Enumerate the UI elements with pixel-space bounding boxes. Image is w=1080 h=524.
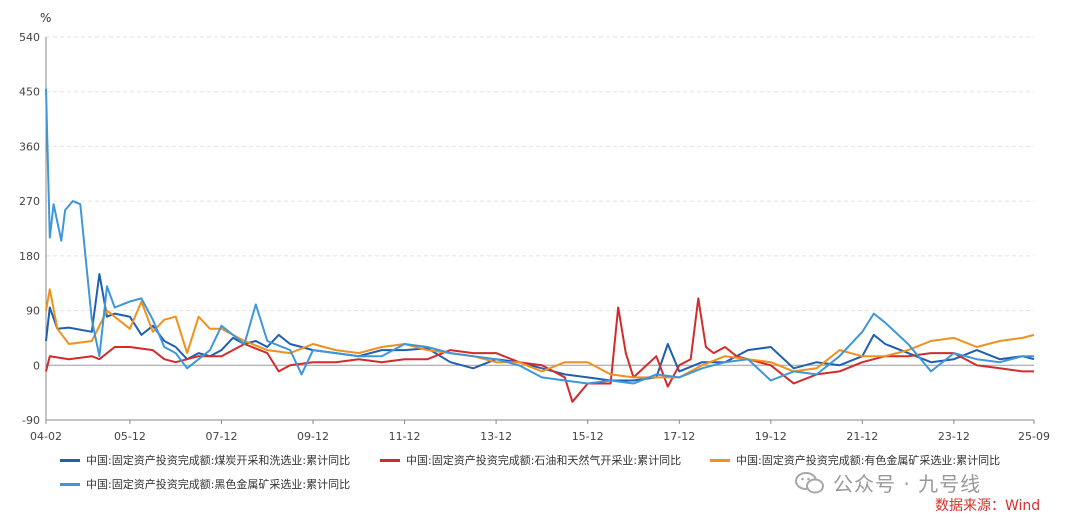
legend-swatch	[60, 482, 80, 486]
legend-item-ferrous[interactable]: 中国:固定资产投资完成额:黑色金属矿采选业:累计同比	[60, 476, 350, 492]
watermark-text: 公众号 · 九号线	[833, 472, 982, 496]
legend-label: 中国:固定资产投资完成额:石油和天然气开采业:累计同比	[406, 454, 682, 467]
x-tick-label: 15-12	[572, 430, 604, 443]
x-tick-label: 05-12	[114, 430, 146, 443]
legend-label: 中国:固定资产投资完成额:有色金属矿采选业:累计同比	[736, 454, 1001, 467]
x-tick-label: 19-12	[755, 430, 787, 443]
series-line-0	[45, 273, 1035, 382]
y-tick-label: 450	[19, 86, 40, 99]
x-tick-label: 25-09	[1018, 430, 1050, 443]
legend-item-coal[interactable]: 中国:固定资产投资完成额:煤炭开采和洗选业:累计同比	[60, 452, 350, 468]
y-tick-label: 540	[19, 31, 40, 44]
y-axis: -90 0 90 180 270 360 450 540	[19, 31, 47, 427]
x-axis: 04-02 05-12 07-12 09-12 11-12 13-12 15-12 17-12…	[30, 419, 1050, 443]
y-tick-label: 360	[19, 140, 40, 153]
x-tick-label: 21-12	[846, 430, 878, 443]
legend-swatch	[710, 458, 730, 462]
legend-label: 中国:固定资产投资完成额:煤炭开采和洗选业:累计同比	[86, 454, 351, 467]
legend-swatch	[380, 458, 400, 462]
watermark: 公众号 · 九号线	[795, 468, 981, 497]
x-tick-label: 04-02	[30, 430, 62, 443]
y-tick-label: -90	[22, 414, 40, 427]
y-unit-label: %	[40, 11, 51, 25]
x-tick-label: 09-12	[297, 430, 329, 443]
legend-item-nonferrous[interactable]: 中国:固定资产投资完成额:有色金属矿采选业:累计同比	[710, 452, 1000, 468]
data-source: 数据来源：Wind	[935, 498, 1041, 514]
legend-label: 中国:固定资产投资完成额:黑色金属矿采选业:累计同比	[86, 478, 351, 491]
x-tick-label: 11-12	[389, 430, 421, 443]
series-lines	[45, 88, 1035, 403]
series-line-1	[45, 297, 1034, 403]
legend-item-oil-gas[interactable]: 中国:固定资产投资完成额:石油和天然气开采业:累计同比	[380, 452, 681, 468]
legend-swatch	[60, 458, 80, 462]
wechat-icon	[795, 471, 824, 493]
x-tick-label: 23-12	[938, 430, 970, 443]
x-tick-label: 13-12	[480, 430, 512, 443]
y-tick-label: 90	[26, 305, 40, 318]
x-tick-label: 17-12	[663, 430, 695, 443]
line-chart: -90 0 90 180 270 360 450 540 04-02 05-12 07-12 09-…	[19, 11, 1050, 443]
series-line-3	[45, 88, 1034, 385]
x-tick-label: 07-12	[205, 430, 237, 443]
y-tick-label: 270	[19, 195, 40, 208]
y-tick-label: 0	[33, 359, 40, 372]
gridlines	[46, 36, 1034, 366]
y-tick-label: 180	[19, 250, 40, 263]
